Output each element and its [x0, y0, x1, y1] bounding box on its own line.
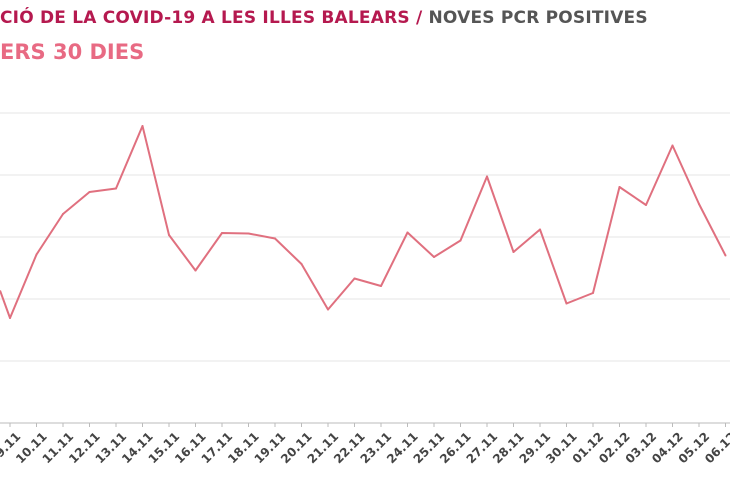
data-point-22.11 — [353, 277, 356, 280]
chart-title-main: CIÓ DE LA COVID-19 A LES ILLES BALEARS — [0, 8, 410, 28]
data-point-04.12 — [671, 144, 674, 147]
grid-lines — [0, 112, 730, 424]
data-point-17.11 — [221, 232, 223, 234]
data-point-30.11 — [565, 302, 568, 305]
data-point-19.11 — [274, 237, 276, 240]
data-point-25.11 — [433, 256, 435, 258]
data-point-11.11 — [62, 213, 64, 215]
data-point-05.12 — [698, 203, 700, 205]
data-point-26.11 — [459, 239, 462, 242]
data-point-10.11 — [35, 253, 38, 256]
data-point-20.11 — [300, 263, 303, 265]
x-tick-labels: 9.1110.1111.1112.1113.1114.1115.1116.111… — [0, 423, 730, 466]
data-point-16.11 — [194, 269, 197, 272]
data-point-13.11 — [115, 187, 117, 190]
data-point-28.11 — [512, 251, 515, 253]
data-point-29.11 — [539, 228, 541, 231]
data-point-03.12 — [645, 204, 647, 206]
chart-subtitle: ERS 30 DIES — [0, 40, 145, 64]
data-point-06.12 — [724, 254, 727, 257]
data-point-15.11 — [168, 234, 170, 236]
data-point-09.11 — [9, 317, 11, 319]
data-point-02.12 — [618, 186, 621, 188]
series-line-group — [0, 125, 727, 319]
chart-title-secondary: NOVES PCR POSITIVES — [428, 8, 648, 28]
data-point-12.11 — [88, 191, 91, 193]
data-point-23.11 — [380, 285, 382, 287]
data-point-18.11 — [247, 232, 250, 235]
data-point-21.11 — [327, 308, 329, 311]
data-point-01.12 — [592, 292, 594, 294]
data-point-24.11 — [406, 231, 409, 234]
data-point-14.11 — [141, 125, 144, 127]
chart-title-separator: / — [409, 8, 429, 28]
data-point-27.11 — [486, 175, 488, 178]
series-line — [0, 125, 727, 319]
chart-title: CIÓ DE LA COVID-19 A LES ILLES BALEARS /… — [0, 8, 648, 28]
